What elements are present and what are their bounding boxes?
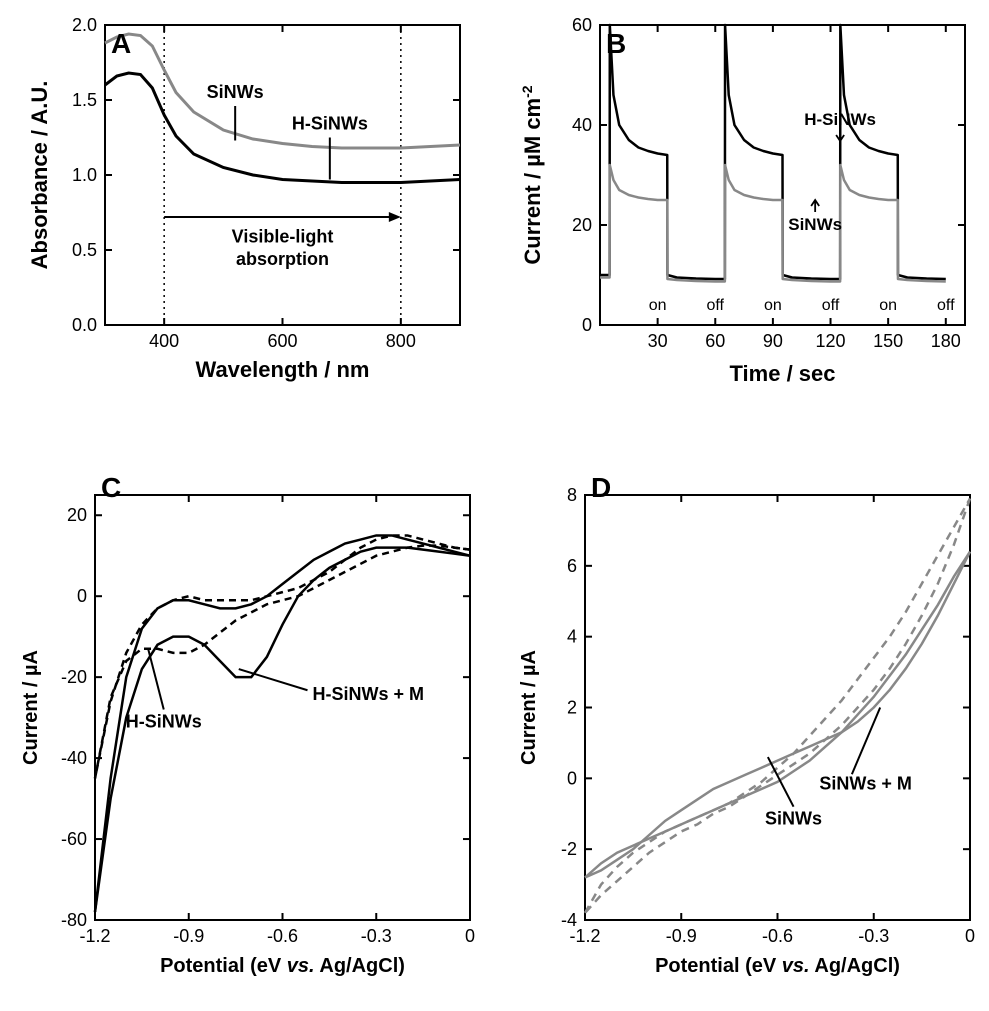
svg-text:150: 150 [873,331,903,351]
svg-text:-40: -40 [61,748,87,768]
svg-text:2: 2 [567,698,577,718]
svg-text:90: 90 [763,331,783,351]
svg-text:SiNWs: SiNWs [207,82,264,102]
svg-text:Potential (eV vs. Ag/AgCl): Potential (eV vs. Ag/AgCl) [160,955,405,977]
svg-text:Potential (eV vs. Ag/AgCl): Potential (eV vs. Ag/AgCl) [655,955,900,977]
svg-text:Current / µA: Current / µA [20,650,42,765]
svg-text:-80: -80 [61,910,87,930]
svg-text:C: C [101,472,121,503]
svg-text:on: on [649,297,667,314]
svg-text:Absorbance / A.U.: Absorbance / A.U. [27,81,52,270]
svg-text:Current / µM cm-2: Current / µM cm-2 [519,85,545,264]
svg-text:-0.6: -0.6 [762,926,793,946]
svg-text:8: 8 [567,485,577,505]
svg-text:-2: -2 [561,839,577,859]
svg-text:Current / µA: Current / µA [518,650,540,765]
svg-text:B: B [606,28,626,59]
svg-text:off: off [822,297,840,314]
svg-text:20: 20 [67,505,87,525]
svg-text:400: 400 [149,331,179,351]
svg-text:H-SiNWs: H-SiNWs [292,114,368,134]
svg-text:-0.9: -0.9 [666,926,697,946]
svg-text:0: 0 [567,768,577,788]
svg-text:SiNWs: SiNWs [765,809,822,829]
svg-text:0: 0 [465,926,475,946]
svg-text:1.5: 1.5 [72,90,97,110]
svg-text:H-SiNWs + M: H-SiNWs + M [313,684,425,704]
svg-text:SiNWs + M: SiNWs + M [819,773,912,793]
svg-text:20: 20 [572,215,592,235]
svg-text:off: off [937,297,955,314]
svg-text:D: D [591,472,611,503]
svg-text:120: 120 [816,331,846,351]
svg-text:H-SiNWs: H-SiNWs [804,110,876,129]
svg-text:Time / sec: Time / sec [730,361,836,386]
curve-sinws-reverse [585,499,970,913]
svg-text:0: 0 [582,315,592,335]
svg-text:60: 60 [572,15,592,35]
svg-text:800: 800 [386,331,416,351]
svg-text:0.5: 0.5 [72,240,97,260]
svg-text:30: 30 [648,331,668,351]
svg-text:Visible-light: Visible-light [232,227,334,247]
svg-text:A: A [111,28,131,59]
svg-text:on: on [764,297,782,314]
svg-text:-0.3: -0.3 [858,926,889,946]
panel-d: -1.2-0.9-0.6-0.30-4-202468SiNWsSiNWs + M… [500,460,985,1005]
svg-text:180: 180 [931,331,961,351]
svg-text:H-SiNWs: H-SiNWs [126,712,202,732]
series-sinws [600,165,946,282]
svg-text:-0.3: -0.3 [361,926,392,946]
svg-text:2.0: 2.0 [72,15,97,35]
panel-c: -1.2-0.9-0.6-0.30-80-60-40-20020H-SiNWs … [5,460,485,1005]
svg-text:60: 60 [705,331,725,351]
curve-sinws-forward [585,499,970,913]
svg-text:-0.9: -0.9 [173,926,204,946]
svg-text:-0.6: -0.6 [267,926,298,946]
svg-text:0: 0 [965,926,975,946]
svg-text:off: off [707,297,725,314]
panel-b: 30 60 90 120 150 180 0 20 40 60 on off on off on off H-S… [500,5,980,415]
svg-text:Wavelength / nm: Wavelength / nm [196,357,370,382]
svg-text:on: on [879,297,897,314]
svg-text:-4: -4 [561,910,577,930]
curve-h-sinws-reverse [95,535,470,778]
svg-text:-20: -20 [61,667,87,687]
svg-text:0.0: 0.0 [72,315,97,335]
panel-a: 400 600 800 0.0 0.5 1.0 1.5 2.0 SiNWs H-SiNWs Visi… [10,5,480,415]
svg-text:6: 6 [567,556,577,576]
series-h-sinws [105,73,460,183]
series-sinws [105,34,460,148]
svg-text:1.0: 1.0 [72,165,97,185]
svg-text:4: 4 [567,627,577,647]
svg-text:0: 0 [77,586,87,606]
svg-text:600: 600 [267,331,297,351]
svg-text:SiNWs: SiNWs [788,215,842,234]
svg-text:absorption: absorption [236,249,329,269]
svg-text:40: 40 [572,115,592,135]
svg-text:-60: -60 [61,829,87,849]
series-h-sinws [600,25,946,279]
